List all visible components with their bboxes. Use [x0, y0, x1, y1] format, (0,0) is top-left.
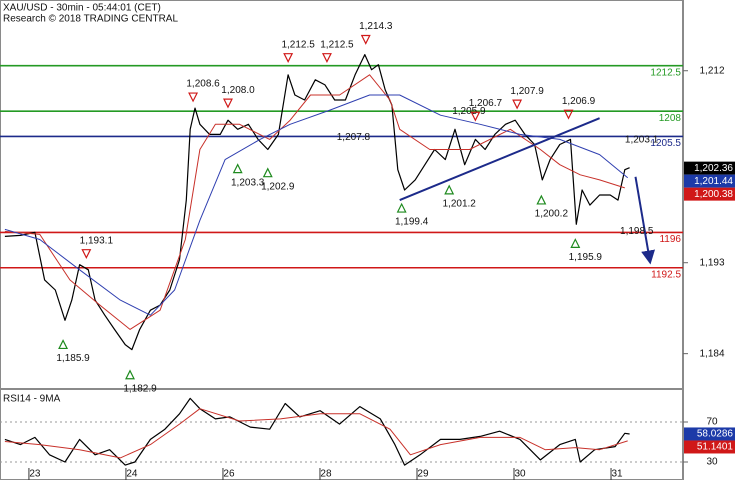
x-tick-label: 28: [320, 469, 332, 480]
value-tag: [684, 187, 735, 201]
pivot-label: 1,212.5: [320, 39, 354, 50]
value-tag-label: 51.1401: [697, 442, 734, 453]
pivot-label: 1,206.9: [562, 96, 596, 107]
pivot-label: 1,195.9: [569, 252, 603, 263]
pivot-marker: [360, 34, 371, 45]
level-label: 1192.5: [651, 269, 681, 280]
value-tag: [684, 427, 735, 441]
value-tag-label: 1,201.44: [694, 176, 733, 187]
series-line: [4, 54, 630, 351]
series-line: [4, 408, 628, 459]
level-label: 1205.5: [650, 138, 681, 149]
pivot-label: 1,193.1: [80, 235, 114, 246]
x-tick-label: 29: [417, 469, 429, 480]
pivot-label: 1,212.5: [281, 39, 315, 50]
plot-area: [0, 54, 683, 351]
pivot-label: 1,208.0: [221, 85, 255, 96]
pivot-marker: [563, 109, 574, 120]
rsi-title: RSI14 - 9MA: [3, 394, 61, 405]
x-tick-label: 23: [29, 469, 41, 480]
x-tick-label: 31: [611, 469, 623, 480]
pivot-marker: [262, 167, 273, 178]
series-line: [4, 74, 625, 330]
pivot-marker: [58, 339, 69, 350]
pivot-marker: [81, 249, 92, 260]
plot-area: [0, 397, 683, 466]
pivot-label: 1,185.9: [56, 353, 90, 364]
series-line: [4, 94, 629, 316]
pivot-marker: [125, 369, 135, 380]
pivot-marker: [536, 194, 547, 205]
pivot-label: 1,205.9: [452, 106, 486, 117]
level-label: 1208: [659, 113, 682, 124]
y-tick-label: 70: [706, 417, 718, 428]
pivot-label: 1,182.9: [123, 383, 157, 394]
y-tick-label: 1,193: [699, 257, 724, 268]
pivot-marker: [396, 202, 407, 213]
pivot-marker: [223, 98, 233, 109]
level-label: 1196: [659, 234, 681, 245]
pivot-label: 1,208.6: [186, 79, 220, 90]
pivot-marker: [570, 238, 581, 249]
value-tag-label: 1,200.38: [694, 189, 733, 200]
pivot-marker: [512, 99, 523, 110]
pivot-marker: [188, 92, 199, 103]
trendline: [399, 117, 600, 202]
value-tag: [684, 174, 735, 188]
level-label: 1212.5: [650, 67, 681, 78]
value-tag-label: 58.0286: [697, 429, 734, 440]
pivot-marker: [470, 111, 481, 122]
pivot-label: 1,202.9: [261, 181, 295, 192]
pivot-marker: [321, 53, 332, 64]
value-tag-label: 1,202.36: [694, 163, 733, 174]
x-tick-label: 26: [223, 469, 235, 480]
chart-subtitle: Research © 2018 TRADING CENTRAL: [3, 14, 178, 25]
pivot-label: 1,199.4: [395, 217, 429, 228]
pivot-label: 1,203.1: [625, 134, 659, 145]
chart-title: XAU/USD - 30min - 05:44:01 (CET): [3, 3, 161, 14]
y-tick-label: 1,212: [699, 65, 724, 76]
pivot-marker: [283, 53, 294, 64]
pivot-label: 1,203.3: [231, 177, 265, 188]
pivot-label: 1,201.2: [443, 198, 477, 209]
price-pane: [0, 0, 683, 389]
pivot-label: 1,207.9: [510, 86, 544, 97]
x-tick-label: 30: [514, 469, 526, 480]
value-tag: [684, 440, 735, 454]
trendline: [634, 176, 656, 265]
pivot-label: 1,207.8: [337, 132, 371, 143]
y-tick-label: 30: [706, 457, 718, 468]
pivot-label: 1,214.3: [359, 21, 393, 32]
pivot-marker: [232, 163, 243, 174]
rsi-pane: [0, 389, 683, 480]
x-tick-label: 24: [126, 469, 138, 480]
value-tag: [684, 161, 735, 175]
pivot-label: 1,206.7: [469, 98, 503, 109]
series-line: [4, 397, 630, 466]
pivot-label: 1,200.2: [535, 209, 569, 220]
pivot-marker: [444, 184, 455, 195]
y-tick-label: 1,184: [699, 348, 724, 359]
pivot-label: 1,198.5: [620, 226, 654, 237]
